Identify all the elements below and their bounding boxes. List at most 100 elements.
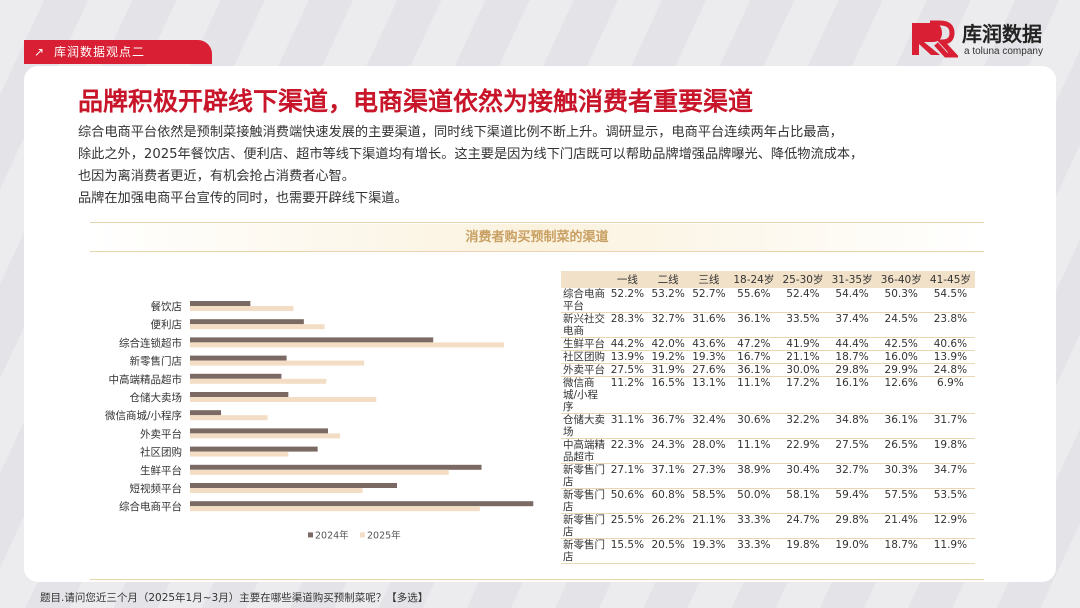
table-row: 外卖平台 27.5% 31.9% 27.6% 36.1% 30.0% 29.8% 29.9% 2… [561,363,975,377]
table-row: 生鲜平台 44.2% 42.0% 43.6% 47.2% 41.9% 44.4% 42.5% 4… [561,337,975,351]
category-label: 外卖平台 [140,427,182,440]
table-cell: 29.8% [827,513,877,539]
table-row-label: 中高端精品超市 [561,438,607,464]
table-cell: 19.8% [925,438,975,464]
logo-subtitle: a toluna company [964,46,1043,57]
category-label: 综合电商平台 [119,500,182,513]
table-row-label: 微信商城/小程序 [561,376,607,414]
table-cell: 57.5% [876,488,926,514]
table-cell: 13.9% [607,350,648,364]
table-cell: 38.9% [729,463,779,489]
table-row: 新零售门店 27.1% 37.1% 27.3% 38.9% 30.4% 32.7% 30.3%… [561,463,975,489]
table-cell: 23.8% [925,312,975,338]
section-tag-label: 库润数据观点二 [54,45,146,59]
table-cell: 55.6% [729,288,779,313]
table-cell: 36.1% [876,413,926,439]
table-cell: 30.6% [729,413,779,439]
bar-2024 [190,446,318,452]
table-column-header: 25-30岁 [778,271,828,288]
category-label: 短视频平台 [130,482,183,495]
bar-2025 [190,342,504,348]
table-cell: 24.7% [778,513,828,539]
bar-2024 [190,319,304,325]
table-cell: 22.3% [607,438,648,464]
bar-2025 [190,415,268,421]
table-row-label: 仓储大卖场 [561,413,607,439]
bar-2025 [190,378,327,384]
table-cell: 19.3% [688,350,730,364]
table-cell: 28.0% [688,438,730,464]
table-header-row: 一线 二线 三线 18-24岁 25-30岁 31-35岁 36-40岁 41-45岁 [561,271,975,288]
bar-2025 [190,433,341,439]
table-row: 新兴社交电商 28.3% 32.7% 31.6% 36.1% 33.5% 37.4% 24.5… [561,312,975,338]
bar-2024 [190,410,222,416]
section-tag: 库润数据观点二 [24,40,212,64]
table-cell: 36.1% [729,363,779,377]
table-cell: 44.4% [827,337,877,351]
table-cell: 19.0% [827,538,877,564]
table-cell: 24.8% [925,363,975,377]
category-label: 餐饮店 [151,300,183,313]
bar-2025 [190,469,449,475]
category-label: 社区团购 [140,446,182,459]
table-cell: 18.7% [827,350,877,364]
table-column-header: 三线 [688,271,730,288]
table-cell: 58.5% [688,488,730,514]
paragraph-line-4: 品牌在加强电商平台宣传的同时，也需要开辟线下渠道。 [78,191,408,206]
table-cell: 16.7% [729,350,779,364]
table-cell: 26.5% [876,438,926,464]
table-cell: 24.3% [647,438,689,464]
table-cell: 52.4% [778,288,828,313]
table-cell: 27.3% [688,463,730,489]
table-cell: 37.1% [647,463,689,489]
table-cell: 44.2% [607,337,648,351]
table-cell: 42.5% [876,337,926,351]
bar-2024 [190,355,287,361]
table-cell: 16.1% [827,376,877,414]
panel-header: 消费者购买预制菜的渠道 [90,224,984,252]
bar-2024 [190,464,482,470]
table-cell: 6.9% [925,376,975,414]
table-cell: 18.7% [876,538,926,564]
table-cell: 33.3% [729,538,779,564]
table-cell: 27.5% [827,438,877,464]
table-cell: 12.6% [876,376,926,414]
legend-label: 2025年 [367,529,401,541]
category-label: 生鲜平台 [140,464,182,477]
table-cell: 43.6% [688,337,730,351]
table-cell: 33.3% [729,513,779,539]
channel-breakdown-table: 一线 二线 三线 18-24岁 25-30岁 31-35岁 36-40岁 41-45岁 综合电… [561,271,975,564]
table-row: 微信商城/小程序 11.2% 16.5% 13.1% 11.1% 17.2% 16.1% 12… [561,376,975,414]
table-cell: 37.4% [827,312,877,338]
bar-2024 [190,501,534,507]
table-cell: 17.2% [778,376,828,414]
table-cell: 21.4% [876,513,926,539]
table-cell: 29.9% [876,363,926,377]
channel-bar-chart: 餐饮店便利店综合连锁超市新零售门店中高端精品超市仓储大卖场微信商城/小程序外卖平… [105,300,534,541]
table-cell: 33.5% [778,312,828,338]
arrow-icon: ↗ [34,45,45,59]
table-row: 新零售门店 50.6% 60.8% 58.5% 50.0% 58.1% 59.4% 57.5%… [561,488,975,514]
table-cell: 30.3% [876,463,926,489]
table-cell: 27.6% [688,363,730,377]
table-cell: 29.8% [827,363,877,377]
table-cell: 12.9% [925,513,975,539]
table-cell: 13.9% [925,350,975,364]
category-label: 仓储大卖场 [130,391,183,404]
kr-logo-icon [912,20,958,58]
table-cell: 16.5% [647,376,689,414]
paragraph-line-3: 也因为离消费者更近，有机会抢占消费者心智。 [78,169,355,184]
bar-2025 [190,360,365,366]
bar-2024 [190,392,289,397]
table-row-label: 新零售门店 [561,513,607,539]
table-cell: 31.1% [607,413,648,439]
bar-2025 [190,324,325,330]
table-cell: 30.4% [778,463,828,489]
table-cell: 41.9% [778,337,828,351]
table-cell: 36.7% [647,413,689,439]
table-cell: 58.1% [778,488,828,514]
table-cell: 20.5% [647,538,689,564]
table-cell: 50.0% [729,488,779,514]
brand-logo: 库润数据 a toluna company [910,18,1060,62]
table-cell: 50.6% [607,488,648,514]
